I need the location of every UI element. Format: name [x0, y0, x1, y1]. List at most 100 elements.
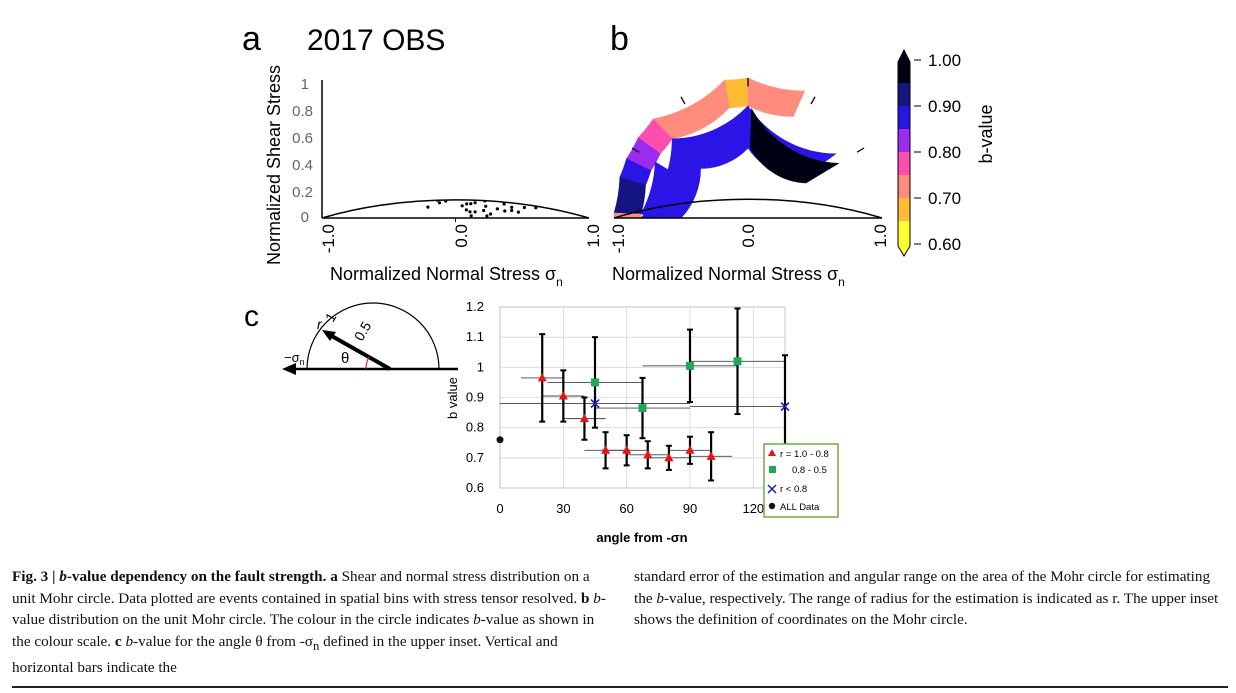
legend-marker-square	[769, 466, 776, 473]
colorbar-tick: 0.60	[928, 235, 961, 254]
scatter-dot	[384, 145, 387, 148]
marker-circle	[496, 436, 504, 444]
scatter-dot	[559, 147, 562, 150]
panel-a-xtick: -1.0	[319, 224, 338, 253]
scatter-dot	[438, 93, 441, 96]
scatter-dot	[490, 115, 493, 118]
colorbar-segments	[898, 50, 910, 256]
scatter-dot	[581, 180, 584, 183]
scatter-dot	[563, 176, 566, 179]
scatter-dot	[460, 192, 463, 195]
scatter-dot	[527, 105, 530, 108]
scatter-dot	[503, 209, 507, 213]
scatter-dot	[347, 183, 350, 186]
scatter-dot	[550, 199, 554, 203]
y-tick-label: 0.7	[466, 450, 484, 465]
scatter-dot	[468, 83, 471, 86]
scatter-dot	[471, 98, 474, 101]
caption-c-letter: c	[114, 632, 122, 650]
scatter-dot	[572, 178, 575, 181]
scatter-dot	[440, 142, 443, 145]
scatter-dot	[386, 108, 389, 111]
scatter-dot	[473, 93, 476, 96]
scatter-dot	[572, 160, 575, 163]
scatter-dot	[468, 96, 471, 99]
panel-a-ylabel: Normalized Shear Stress	[264, 65, 284, 265]
scatter-dot	[400, 183, 403, 186]
scatter-dot	[509, 127, 512, 130]
scatter-dot	[553, 144, 556, 147]
scatter-dot	[491, 111, 494, 114]
scatter-dot	[389, 112, 392, 115]
scatter-dot	[528, 109, 531, 112]
scatter-dot	[485, 214, 489, 218]
scatter-dot	[475, 132, 478, 135]
scatter-dot	[581, 180, 584, 183]
scatter-dot	[358, 124, 361, 127]
scatter-dot	[425, 86, 428, 89]
scatter-dot	[359, 145, 362, 148]
marker-triangle	[558, 390, 568, 400]
scatter-dot	[490, 174, 493, 177]
scatter-dot	[486, 97, 489, 100]
scatter-dot	[413, 91, 416, 94]
scatter-dot	[469, 202, 473, 206]
scatter-dot	[557, 146, 560, 149]
scatter-dot	[456, 155, 459, 158]
x-tick-label: 30	[556, 501, 570, 516]
scatter-dot	[333, 169, 336, 172]
scatter-dot	[500, 95, 503, 98]
scatter-dot	[444, 113, 447, 116]
scatter-dot	[391, 100, 394, 103]
scatter-dot	[558, 138, 561, 141]
scatter-dot	[443, 82, 446, 85]
scatter-dot	[586, 201, 589, 205]
scatter-dot	[532, 190, 535, 193]
scatter-dot	[579, 170, 582, 173]
scatter-dot	[554, 130, 557, 133]
scatter-dot	[422, 94, 425, 97]
inset-semicircle	[306, 302, 440, 370]
scatter-dot	[338, 169, 341, 172]
scatter-dot	[445, 93, 448, 96]
scatter-dot	[438, 130, 441, 133]
scatter-dot	[574, 186, 577, 189]
scatter-dot	[555, 171, 558, 174]
scatter-dot	[499, 102, 502, 105]
angle-tick	[856, 147, 865, 153]
scatter-dot	[542, 115, 545, 118]
scatter-dot	[585, 206, 589, 210]
scatter-dot	[457, 150, 460, 153]
scatter-dot	[565, 162, 568, 165]
scatter-dot	[548, 122, 551, 125]
scatter-dot	[529, 115, 532, 118]
panel-a-xtick: 0.0	[452, 224, 471, 248]
scatter-dot	[446, 183, 449, 186]
scatter-dot	[504, 130, 507, 133]
colorbar-top-cap	[898, 50, 910, 62]
colorbar-segment	[898, 106, 910, 129]
scatter-dot	[457, 181, 460, 184]
scatter-dot	[584, 192, 587, 195]
scatter-dot	[477, 110, 480, 113]
scatter-dot	[571, 182, 574, 185]
scatter-dot	[527, 103, 530, 106]
scatter-dot	[542, 117, 545, 120]
scatter-dot	[410, 159, 413, 162]
scatter-dot	[381, 107, 384, 110]
scatter-dot	[465, 155, 468, 158]
scatter-dot	[482, 141, 485, 144]
colorbar-outline	[897, 48, 911, 257]
scatter-dot	[522, 105, 525, 108]
scatter-dot	[580, 177, 583, 180]
scatter-dot	[583, 189, 586, 192]
scatter-dot	[448, 83, 451, 86]
scatter-dot	[489, 99, 492, 102]
caption-b-text: -value distribution on the unit Mohr cir…	[12, 589, 606, 629]
scatter-dot	[574, 175, 577, 178]
scatter-dot	[382, 119, 385, 122]
scatter-dot	[578, 187, 581, 190]
scatter-dot	[575, 159, 578, 162]
scatter-dot	[504, 101, 507, 104]
caption-c-sub: n	[312, 638, 320, 653]
